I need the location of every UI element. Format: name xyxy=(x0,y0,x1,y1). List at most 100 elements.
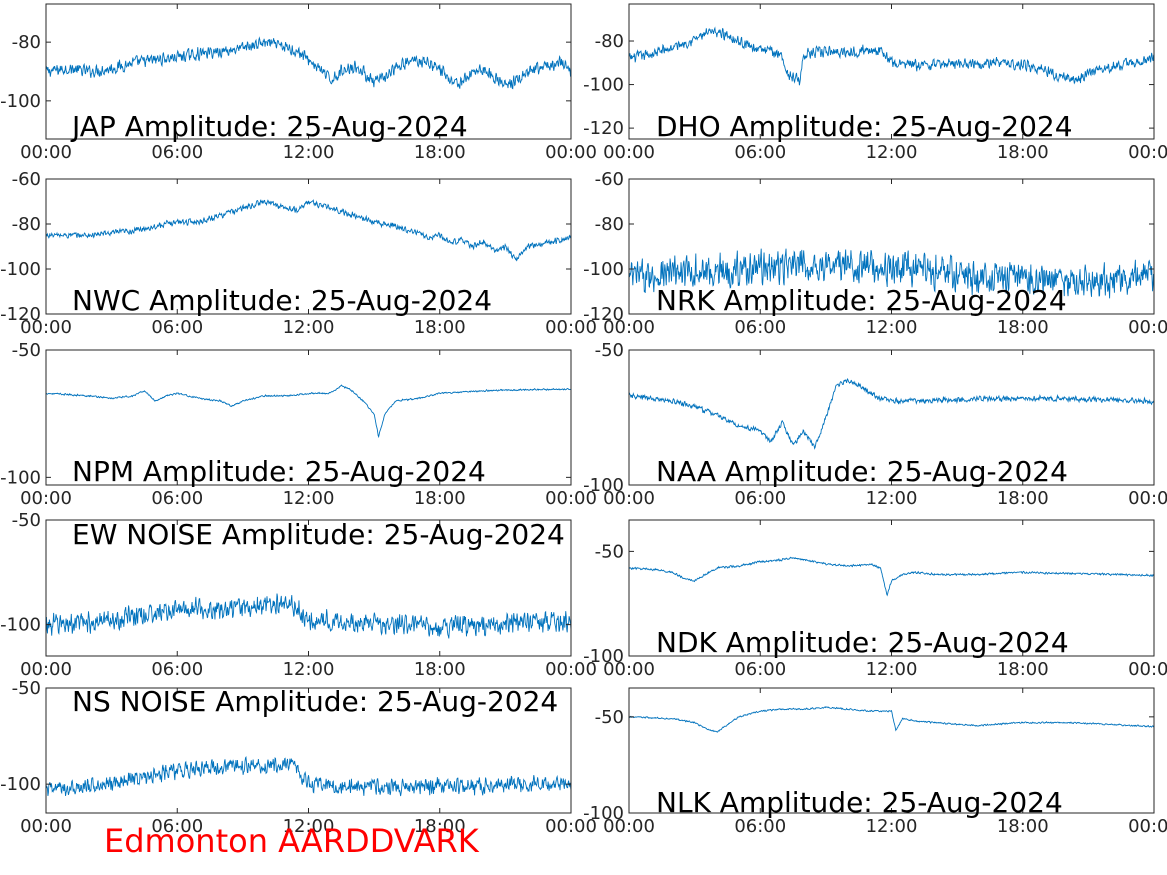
x-tick-label: 12:00 xyxy=(283,317,335,338)
x-tick-label: 00:00 xyxy=(1128,142,1167,163)
panel-title: NWC Amplitude: 25-Aug-2024 xyxy=(72,284,492,317)
y-tick-label: -100 xyxy=(583,259,624,280)
series-line xyxy=(629,706,1154,733)
site-label: Edmonton AARDDVARK xyxy=(104,822,479,860)
series-line xyxy=(629,556,1154,597)
y-tick-label: -50 xyxy=(12,510,41,531)
series-line xyxy=(629,248,1154,299)
series-line xyxy=(46,36,571,90)
y-tick-label: -60 xyxy=(12,169,41,190)
y-tick-label: -60 xyxy=(595,169,624,190)
y-tick-label: -100 xyxy=(0,774,41,795)
y-tick-label: -120 xyxy=(583,118,624,139)
x-tick-label: 06:00 xyxy=(734,317,786,338)
x-tick-label: 00:00 xyxy=(20,659,72,680)
panel-title: NAA Amplitude: 25-Aug-2024 xyxy=(656,455,1068,488)
panel-8: 00:00 06:00 12:00 18:00 00:00 -50 -100 NS NOISE… xyxy=(0,678,597,837)
x-tick-label: 18:00 xyxy=(414,816,466,837)
y-tick-label: -100 xyxy=(0,91,41,112)
x-tick-label: 06:00 xyxy=(734,659,786,680)
y-tick-label: -50 xyxy=(595,541,624,562)
series-line xyxy=(46,593,571,639)
x-tick-label: 00:00 xyxy=(1128,317,1167,338)
panel-title: NPM Amplitude: 25-Aug-2024 xyxy=(72,455,486,488)
x-tick-label: 00:00 xyxy=(1128,659,1167,680)
x-tick-label: 00:00 xyxy=(603,659,655,680)
x-tick-label: 18:00 xyxy=(414,142,466,163)
x-tick-label: 12:00 xyxy=(283,488,335,509)
x-tick-label: 00:00 xyxy=(545,659,597,680)
y-tick-label: -100 xyxy=(583,475,624,496)
x-tick-label: 00:00 xyxy=(545,488,597,509)
x-tick-label: 18:00 xyxy=(997,317,1049,338)
series-line xyxy=(46,384,571,439)
x-tick-label: 00:00 xyxy=(20,816,72,837)
x-tick-label: 12:00 xyxy=(866,659,918,680)
y-tick-label: -100 xyxy=(0,467,41,488)
panel-title: DHO Amplitude: 25-Aug-2024 xyxy=(656,110,1073,143)
series-line xyxy=(46,199,571,262)
y-tick-label: -80 xyxy=(595,214,624,235)
x-tick-label: 00:00 xyxy=(603,142,655,163)
x-tick-label: 18:00 xyxy=(414,488,466,509)
x-tick-label: 12:00 xyxy=(866,816,918,837)
y-tick-label: -100 xyxy=(583,646,624,667)
x-tick-label: 06:00 xyxy=(734,142,786,163)
panel-title: EW NOISE Amplitude: 25-Aug-2024 xyxy=(72,518,565,551)
x-tick-label: 12:00 xyxy=(283,659,335,680)
panel-title: NLK Amplitude: 25-Aug-2024 xyxy=(656,786,1063,819)
y-tick-label: -50 xyxy=(595,340,624,361)
x-tick-label: 12:00 xyxy=(283,142,335,163)
x-tick-label: 00:00 xyxy=(1128,488,1167,509)
series-line xyxy=(629,378,1154,450)
y-tick-label: -120 xyxy=(0,304,41,325)
x-tick-label: 00:00 xyxy=(603,317,655,338)
panel-3: 00:00 06:00 12:00 18:00 00:00 -60 -80 -100 -120 N… xyxy=(583,169,1167,338)
x-tick-label: 00:00 xyxy=(20,317,72,338)
x-tick-label: 06:00 xyxy=(151,488,203,509)
panel-2: 00:00 06:00 12:00 18:00 00:00 -60 -80 -100 -120 N… xyxy=(0,169,597,338)
x-tick-label: 06:00 xyxy=(734,488,786,509)
x-tick-label: 18:00 xyxy=(997,142,1049,163)
x-tick-label: 12:00 xyxy=(866,317,918,338)
panel-title: NDK Amplitude: 25-Aug-2024 xyxy=(656,626,1069,659)
x-tick-label: 18:00 xyxy=(997,816,1049,837)
x-tick-label: 18:00 xyxy=(414,659,466,680)
panel-1: 00:00 06:00 12:00 18:00 00:00 -80 -100 -120 DHO … xyxy=(583,3,1167,163)
y-tick-label: -80 xyxy=(12,214,41,235)
y-tick-label: -50 xyxy=(595,707,624,728)
x-tick-label: 06:00 xyxy=(151,816,203,837)
x-tick-label: 06:00 xyxy=(734,816,786,837)
panel-title: NRK Amplitude: 25-Aug-2024 xyxy=(656,284,1067,317)
x-tick-label: 06:00 xyxy=(151,659,203,680)
y-tick-label: -100 xyxy=(0,259,41,280)
panel-title: JAP Amplitude: 25-Aug-2024 xyxy=(70,110,468,143)
series-line xyxy=(46,756,571,797)
x-tick-label: 18:00 xyxy=(414,317,466,338)
x-tick-label: 00:00 xyxy=(545,816,597,837)
x-tick-label: 06:00 xyxy=(151,317,203,338)
x-tick-label: 00:00 xyxy=(20,142,72,163)
x-tick-label: 00:00 xyxy=(545,142,597,163)
x-tick-label: 18:00 xyxy=(997,488,1049,509)
x-tick-label: 00:00 xyxy=(603,488,655,509)
series-line xyxy=(629,26,1154,86)
panel-0: 00:00 06:00 12:00 18:00 00:00 -80 -100 JAP Ampl… xyxy=(0,3,597,163)
y-tick-label: -50 xyxy=(12,340,41,361)
x-tick-label: 00:00 xyxy=(603,816,655,837)
y-tick-label: -100 xyxy=(0,615,41,636)
x-tick-label: 18:00 xyxy=(997,659,1049,680)
x-tick-label: 12:00 xyxy=(866,142,918,163)
panel-6: 00:00 06:00 12:00 18:00 00:00 -50 -100 EW NOISE… xyxy=(0,510,597,680)
y-tick-label: -100 xyxy=(583,803,624,824)
y-tick-label: -50 xyxy=(12,678,41,699)
x-tick-label: 00:00 xyxy=(545,317,597,338)
y-tick-label: -100 xyxy=(583,75,624,96)
y-tick-label: -80 xyxy=(595,31,624,52)
panel-title: NS NOISE Amplitude: 25-Aug-2024 xyxy=(72,685,558,718)
panel-9: 00:00 06:00 12:00 18:00 00:00 -50 -100 NLK Ampl… xyxy=(583,687,1167,837)
y-tick-label: -120 xyxy=(583,304,624,325)
panel-4: 00:00 06:00 12:00 18:00 00:00 -50 -100 NPM Ampl… xyxy=(0,340,597,509)
panel-5: 00:00 06:00 12:00 18:00 00:00 -50 -100 NAA Ampl… xyxy=(583,340,1167,509)
